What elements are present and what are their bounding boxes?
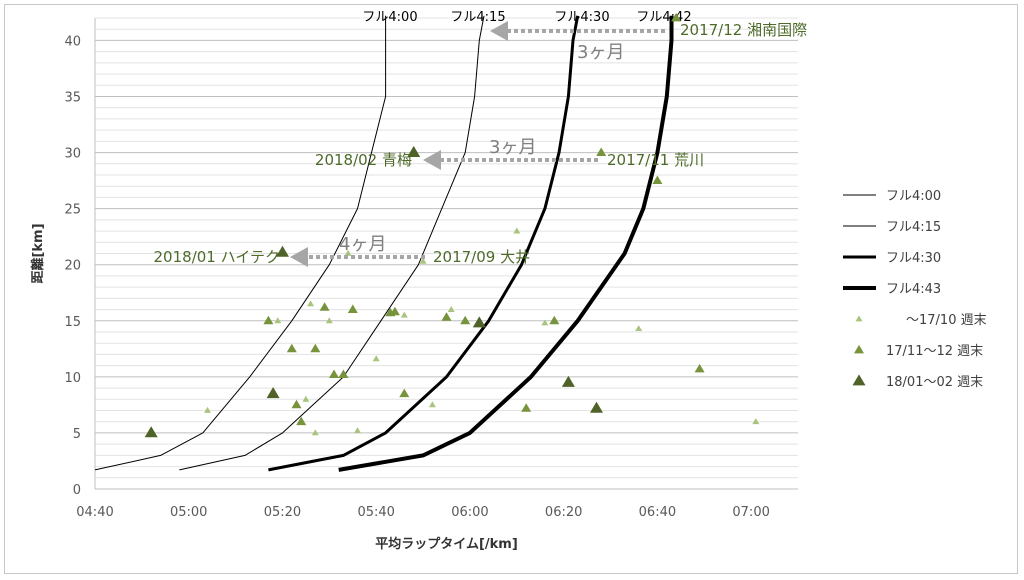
legend-entry-label: 18/01～02 週末 [886,375,983,390]
legend-entry-label: フル4:00 [886,189,941,204]
legend-entry-label: フル4:15 [886,220,941,235]
scatter-point-series-2 [338,369,349,378]
annotation-label: 2017/09 大井 [433,248,530,266]
scatter-point-series-1 [419,257,427,264]
scatter-point-series-2 [389,306,400,316]
scatter-point-series-1 [513,227,521,234]
scatter-point-series-3 [590,401,603,413]
y-tick-label: 30 [64,147,81,162]
y-tick-label: 35 [64,91,81,106]
chart-frame [4,4,1018,574]
x-tick-label: 05:00 [170,505,207,520]
y-tick-label: 25 [64,203,81,218]
scatter-point-series-2 [291,399,302,409]
y-tick-label: 0 [73,483,81,498]
x-tick-label: 06:20 [545,505,582,520]
scatter-point-series-1 [635,325,643,331]
annotation-label: 4ヶ月 [339,234,386,255]
legend-entry-label: 17/11～12 週末 [886,344,983,359]
scatter-point-series-1 [447,306,455,312]
scatter-point-series-1 [274,317,282,324]
scatter-point-series-2 [521,403,532,412]
pace-line-top-label: フル4:15 [450,10,505,25]
pace-line-top-label: フル4:30 [554,10,609,25]
annotation-label: 2018/02 青梅 [315,151,412,169]
scatter-point-series-2 [399,388,410,398]
scatter-point-series-2 [329,369,339,378]
scatter-point-series-1 [752,418,760,425]
y-tick-label: 10 [64,371,81,386]
scatter-point-series-2 [263,315,274,325]
annotation-label: 3ヶ月 [577,42,624,63]
annotation-label: 2017/12 湘南国際 [680,21,807,39]
scatter-point-series-2 [460,315,471,325]
scatter-point-series-1 [325,317,333,324]
scatter-point-series-1 [302,395,310,402]
scatter-point-series-3 [561,375,575,387]
x-tick-label: 06:00 [451,505,488,520]
y-tick-label: 40 [64,34,81,49]
scatter-point-series-1 [204,406,211,413]
y-tick-label: 5 [73,427,81,442]
scatter-point-series-1 [354,427,361,434]
legend-entry-label: フル4:43 [886,282,941,297]
scatter-point-series-3 [407,145,421,157]
scatter-point-series-3 [472,316,486,328]
scatter-point-series-3 [276,245,289,257]
x-tick-label: 05:40 [357,505,394,520]
scatter-point-series-1 [541,319,549,326]
scatter-point-series-2 [671,12,682,22]
arrow-shonan-head [490,21,508,41]
x-tick-label: 07:00 [732,505,769,520]
scatter-point-series-1 [372,355,380,362]
x-tick-label: 05:20 [264,505,301,520]
x-tick-label: 04:40 [76,505,113,520]
pace-line-2 [179,15,485,471]
y-tick-label: 20 [64,259,81,274]
scatter-point-series-2 [596,147,607,156]
pace-line-3 [268,15,580,472]
scatter-point-series-2 [652,175,663,184]
scatter-point-series-1 [344,249,352,256]
scatter-point-series-2 [286,343,297,353]
y-axis-title: 距離[km] [30,223,46,283]
scatter-point-series-1 [307,300,315,307]
x-axis-title: 平均ラップタイム[/km] [375,536,518,552]
x-tick-label: 06:40 [639,505,676,520]
scatter-point-series-1 [400,311,408,318]
scatter-point-series-2 [441,312,452,321]
scatter-point-series-2 [296,416,307,426]
scatter-point-series-2 [319,302,330,311]
arrow-arakawa-head [423,150,441,170]
legend-swatch-marker [854,344,864,354]
scatter-point-series-2 [694,363,705,373]
arrow-oi-head [290,247,308,267]
legend-entry-label: フル4:30 [886,251,941,266]
legend-swatch-marker [852,374,866,386]
annotation-label: 3ヶ月 [489,137,536,158]
legend-entry-label: ～17/10 週末 [906,313,987,328]
scatter-point-series-1 [311,429,319,436]
pace-line-top-label: フル4:00 [362,10,417,25]
annotation-label: 2017/11 荒川 [607,151,704,169]
scatter-point-series-2 [549,315,560,325]
pace-line-1 [94,15,387,471]
scatter-point-series-3 [144,426,158,438]
legend-swatch-marker [855,315,863,322]
scatter-point-series-2 [310,343,321,353]
annotation-label: 2018/01 ハイテク [154,248,280,266]
scatter-point-series-2 [347,304,358,313]
scatter-point-series-1 [428,401,436,408]
pace-line-4 [338,15,674,472]
y-tick-label: 15 [64,315,81,330]
scatter-point-series-3 [266,387,280,399]
